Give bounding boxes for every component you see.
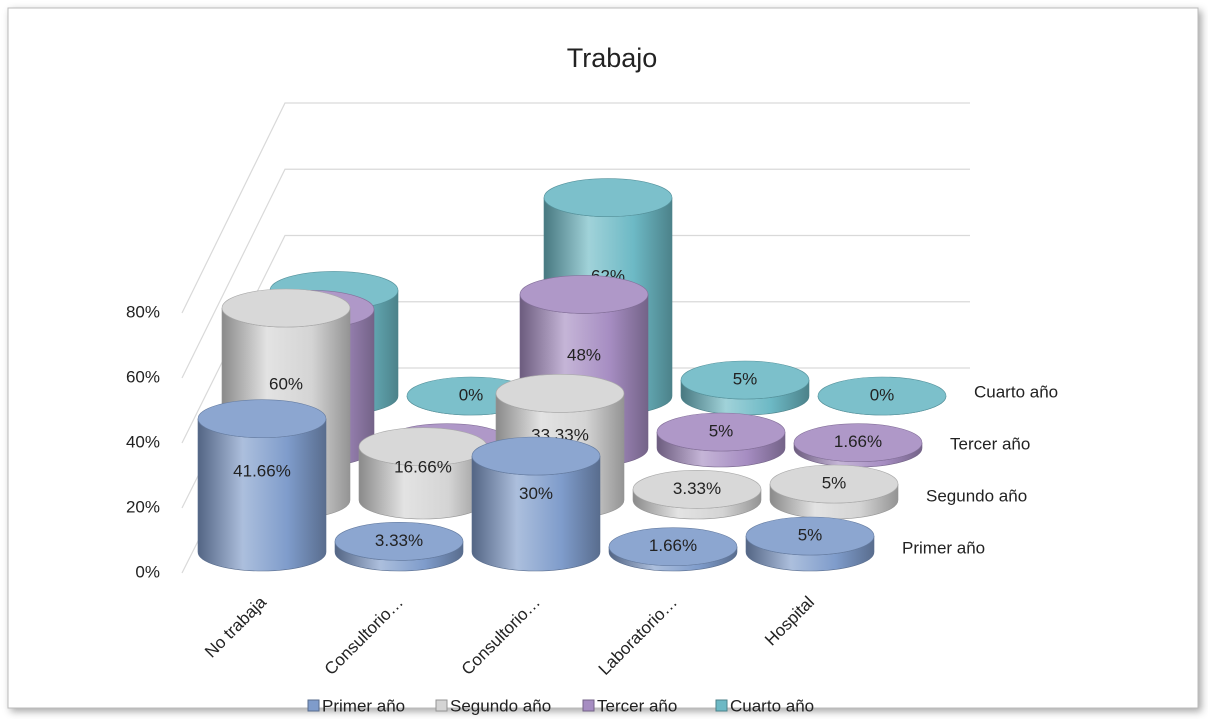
y-tick-label: 60% <box>126 367 160 386</box>
data-label: 60% <box>269 374 303 393</box>
cylinder-top <box>197 399 327 438</box>
cylinder-body <box>197 418 327 572</box>
data-label: 5% <box>709 421 734 440</box>
cylinder-top <box>680 360 810 400</box>
legend-swatch <box>307 699 320 712</box>
depth-label: Segundo año <box>926 486 1027 505</box>
cylinder: 5% <box>656 412 786 468</box>
legend-label: Tercer año <box>597 696 677 715</box>
data-label: 1.66% <box>649 536 697 555</box>
legend-label: Primer año <box>322 696 405 715</box>
cylinder: 41.66% <box>197 399 327 572</box>
depth-label: Cuarto año <box>974 382 1058 401</box>
cylinder: 30% <box>471 436 601 572</box>
cylinder-top <box>471 436 601 476</box>
data-label: 5% <box>798 525 823 544</box>
grid-line <box>181 102 970 314</box>
cylinder: 16.66% <box>358 427 488 520</box>
cylinder-top <box>793 423 923 462</box>
data-label: 1.66% <box>834 432 882 451</box>
cylinder-top <box>334 522 464 561</box>
depth-label: Primer año <box>902 538 985 557</box>
cylinder: 0% <box>817 376 947 416</box>
cylinder: 5% <box>745 516 875 572</box>
grid-line <box>181 168 970 379</box>
cylinder-top <box>769 464 899 504</box>
y-tick-label: 80% <box>126 302 160 321</box>
cylinder-top <box>543 178 673 217</box>
cylinder-top <box>632 470 762 509</box>
legend-swatch <box>435 699 448 712</box>
cylinder: 1.66% <box>793 423 923 468</box>
cylinder: 5% <box>769 464 899 520</box>
cylinder: 3.33% <box>334 522 464 572</box>
legend-label: Segundo año <box>450 696 551 715</box>
grid-line <box>181 234 970 444</box>
legend-swatch <box>715 699 728 712</box>
cylinder-top <box>221 288 351 328</box>
data-label: 30% <box>519 484 553 503</box>
legend-swatch <box>582 699 595 712</box>
data-label: 3.33% <box>673 479 721 498</box>
data-label: 5% <box>822 473 847 492</box>
data-label: 41.66% <box>233 461 291 480</box>
cylinder-top <box>519 275 649 314</box>
data-label: 0% <box>459 385 484 404</box>
y-tick-label: 20% <box>126 497 160 516</box>
cylinder-top <box>608 527 738 566</box>
data-label: 5% <box>733 369 758 388</box>
cylinder-top <box>817 376 947 416</box>
legend-label: Cuarto año <box>730 696 814 715</box>
cylinder: 1.66% <box>608 527 738 572</box>
cylinder-top <box>495 374 625 413</box>
cylinder-top <box>745 516 875 556</box>
y-tick-label: 40% <box>126 432 160 451</box>
cylinder: 5% <box>680 360 810 416</box>
chart-title: Trabajo <box>567 43 658 73</box>
data-label: 48% <box>567 345 601 364</box>
y-tick-label: 0% <box>135 562 160 581</box>
cylinder-top <box>656 412 786 452</box>
cylinder: 3.33% <box>632 470 762 520</box>
depth-label: Tercer año <box>950 434 1030 453</box>
data-label: 16.66% <box>394 457 452 476</box>
data-label: 3.33% <box>375 531 423 550</box>
data-label: 0% <box>870 385 895 404</box>
